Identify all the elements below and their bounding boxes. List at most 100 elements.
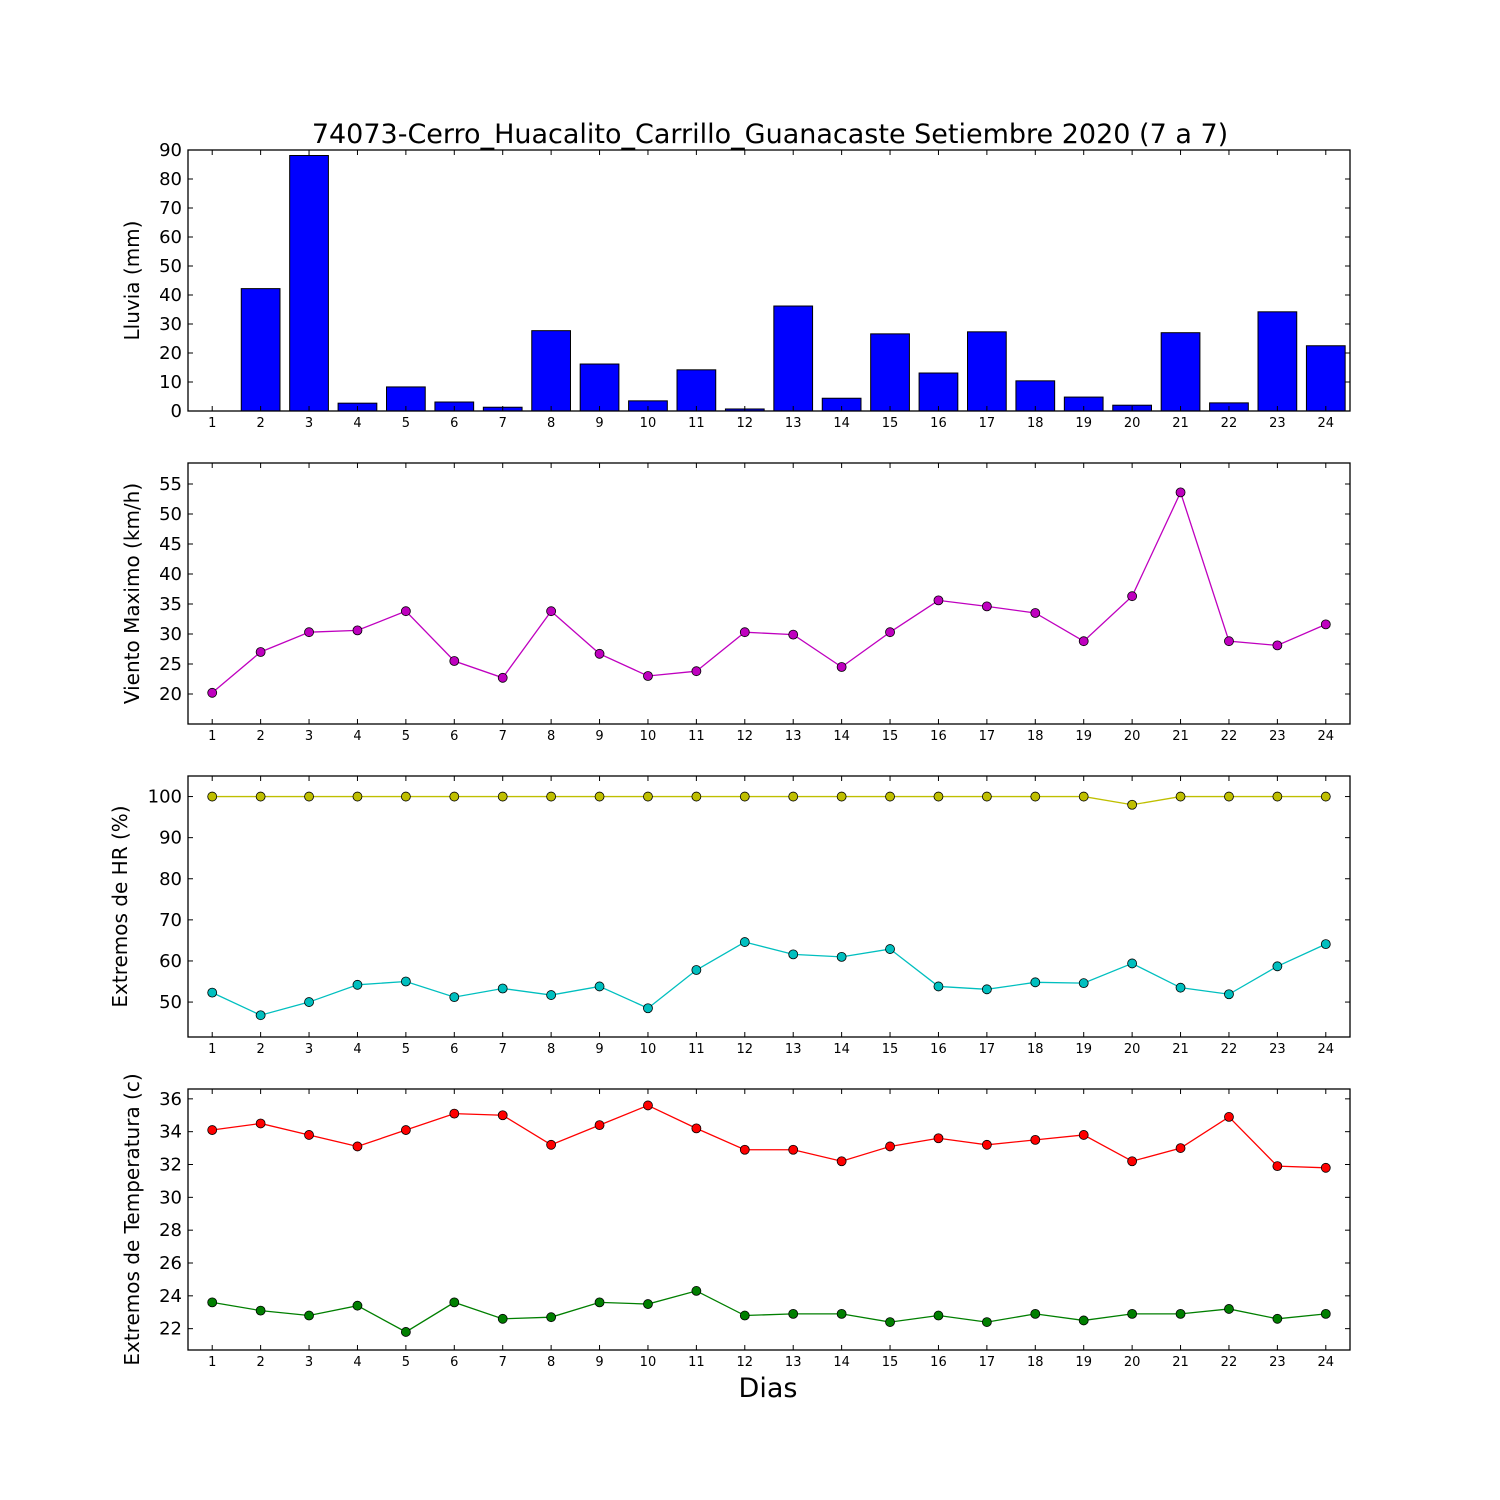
data-point-s1-day-22	[1224, 1112, 1234, 1122]
data-point-s2-day-7	[497, 983, 508, 994]
x-tick-label: 9	[595, 416, 603, 431]
data-point-s2-day-22	[1224, 989, 1234, 1000]
data-point-s2-day-2	[255, 1010, 266, 1021]
data-point-s2-day-24	[1320, 1308, 1331, 1319]
data-point-s1-day-5	[400, 606, 411, 617]
x-tick-label: 3	[305, 729, 313, 744]
x-tick-label: 9	[595, 1042, 603, 1057]
x-tick-label: 12	[737, 729, 754, 744]
data-point-s1-day-3	[304, 1130, 314, 1140]
data-point-s1-day-18	[1030, 608, 1041, 618]
bar-day-16	[918, 372, 959, 412]
data-point-s2-day-23	[1272, 1313, 1283, 1324]
data-point-s1-day-20	[1127, 799, 1138, 810]
x-tick-label: 3	[305, 416, 313, 431]
data-point-s1-day-2	[255, 791, 266, 802]
x-tick-label: 20	[1124, 1355, 1141, 1370]
data-point-s1-day-24	[1320, 1162, 1331, 1173]
x-tick-label: 10	[640, 729, 657, 744]
x-tick-label: 13	[785, 1042, 802, 1057]
data-point-s1-day-16	[933, 1133, 944, 1144]
plot-area-frame	[187, 149, 1351, 412]
data-point-s2-day-9	[594, 1297, 605, 1308]
x-tick-label: 19	[1075, 1355, 1092, 1370]
x-tick-label: 4	[353, 729, 361, 744]
x-tick-label: 15	[882, 1042, 899, 1057]
x-tick-label: 9	[595, 1355, 603, 1370]
data-point-s1-day-22	[1224, 791, 1234, 802]
x-tick-label: 2	[256, 1355, 264, 1370]
plot-area-frame	[187, 775, 1351, 1038]
data-point-s1-day-13	[788, 791, 799, 802]
data-point-s2-day-18	[1030, 977, 1041, 988]
data-point-s2-day-16	[933, 981, 944, 992]
x-tick-label: 20	[1124, 416, 1141, 431]
bar-day-18	[1015, 380, 1056, 412]
y-tick-label: 90	[159, 828, 182, 849]
data-point-s2-day-16	[933, 1310, 944, 1321]
x-tick-label: 11	[688, 416, 705, 431]
data-point-s1-day-23	[1272, 1161, 1283, 1172]
data-point-s2-day-18	[1030, 1308, 1041, 1319]
x-tick-label: 19	[1075, 416, 1092, 431]
x-tick-label: 18	[1027, 729, 1044, 744]
data-point-s2-day-13	[788, 949, 799, 960]
data-point-s1-day-4	[352, 625, 363, 636]
x-tick-label: 7	[499, 729, 507, 744]
data-point-s1-day-8	[546, 606, 557, 617]
x-tick-label: 2	[256, 416, 264, 431]
x-tick-label: 19	[1075, 729, 1092, 744]
x-tick-label: 22	[1221, 729, 1238, 744]
x-tick-label: 8	[547, 729, 555, 744]
data-point-s1-day-14	[836, 662, 847, 672]
y-axis-label: Viento Maximo (km/h)	[120, 483, 144, 704]
plot-area-frame	[187, 462, 1351, 725]
y-tick-label: 50	[159, 992, 182, 1013]
data-point-s1-day-11	[691, 1123, 702, 1134]
data-point-s1-day-19	[1078, 1130, 1089, 1140]
data-point-s1-day-15	[885, 1141, 895, 1152]
data-point-s1-day-13	[788, 1144, 799, 1155]
x-tick-label: 10	[640, 1355, 657, 1370]
x-tick-label: 21	[1172, 729, 1189, 744]
data-point-s1-day-1	[207, 687, 218, 698]
x-tick-label: 15	[882, 729, 899, 744]
y-tick-label: 30	[159, 624, 182, 645]
data-point-s1-day-6	[449, 656, 460, 666]
data-point-s2-day-14	[836, 951, 847, 962]
y-tick-label: 35	[159, 594, 182, 615]
x-tick-label: 3	[305, 1355, 313, 1370]
data-point-s1-day-24	[1320, 619, 1331, 630]
x-tick-label: 16	[930, 729, 947, 744]
y-tick-label: 22	[159, 1319, 182, 1340]
y-tick-label: 100	[148, 787, 182, 808]
data-point-s2-day-5	[400, 976, 411, 987]
x-tick-label: 13	[785, 729, 802, 744]
x-tick-label: 16	[930, 416, 947, 431]
x-tick-label: 14	[833, 416, 850, 431]
plot-area-frame	[187, 1088, 1351, 1351]
y-tick-label: 60	[159, 227, 182, 248]
x-tick-label: 20	[1124, 729, 1141, 744]
data-point-s1-day-9	[594, 1120, 605, 1131]
x-tick-label: 7	[499, 1355, 507, 1370]
x-tick-label: 24	[1318, 1355, 1335, 1370]
data-point-s1-day-20	[1127, 1156, 1138, 1167]
data-point-s1-day-1	[207, 1125, 218, 1135]
x-tick-label: 2	[256, 729, 264, 744]
bar-day-9	[579, 363, 620, 412]
data-point-s1-day-4	[352, 1141, 363, 1152]
data-point-s1-day-22	[1224, 636, 1234, 647]
x-tick-label: 20	[1124, 1042, 1141, 1057]
series-line-2	[211, 941, 1327, 1016]
data-point-s2-day-22	[1224, 1304, 1234, 1314]
data-point-s1-day-18	[1030, 1134, 1041, 1145]
x-tick-label: 6	[450, 416, 458, 431]
x-tick-label: 6	[450, 1042, 458, 1057]
x-tick-label: 2	[256, 1042, 264, 1057]
data-point-s1-day-17	[981, 601, 992, 612]
y-tick-label: 28	[159, 1220, 182, 1241]
series-line-1	[212, 1104, 1326, 1169]
x-tick-label: 5	[402, 416, 410, 431]
